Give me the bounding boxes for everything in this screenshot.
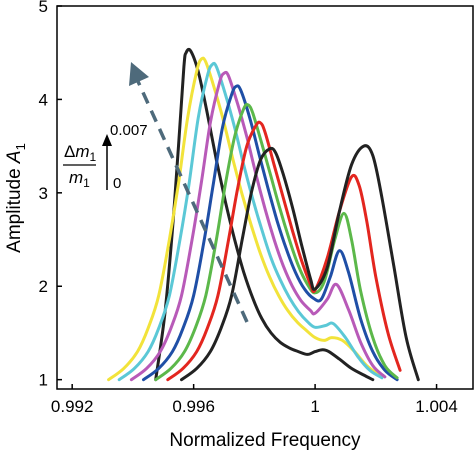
y-axis-title-sub: 1 — [13, 143, 28, 150]
x-ticks: 0.992 0.996 1 1.004 — [51, 384, 458, 416]
trend-arrow-line — [134, 76, 249, 323]
y-tick-label: 5 — [39, 0, 48, 16]
annotation-denom-sub: 1 — [83, 176, 90, 190]
y-axis-title: Amplitude A1 — [4, 143, 28, 253]
annotation-denominator: m1 — [69, 168, 90, 190]
x-tick-label: 0.996 — [172, 397, 215, 416]
annotation-delta: Δ — [64, 142, 75, 161]
plot-frame — [56, 5, 474, 390]
trend-arrow-head — [129, 62, 149, 86]
annotation-denom-m: m — [69, 168, 83, 187]
series-line-4 — [129, 70, 387, 382]
annotation-m: m — [75, 142, 89, 161]
y-tick-label: 4 — [39, 90, 48, 109]
x-axis-title: Normalized Frequency — [169, 430, 361, 451]
annotation-bottom-value: 0 — [113, 175, 121, 192]
y-tick-label: 3 — [39, 184, 48, 203]
y-tick-label: 1 — [39, 371, 48, 390]
annotation-top-value: 0.007 — [110, 122, 148, 139]
y-ticks: 1 2 3 4 5 — [39, 0, 62, 390]
annotation-arrow-head — [102, 134, 112, 146]
trend-arrow — [129, 62, 249, 323]
y-axis-title-main: Amplitude — [4, 163, 25, 253]
axes — [56, 5, 474, 390]
x-tick-label: 1 — [310, 397, 319, 416]
series-line-1 — [154, 47, 375, 382]
series-layer — [107, 47, 420, 382]
series-line-8 — [180, 144, 420, 382]
series-line-7 — [166, 120, 402, 382]
x-tick-label: 1.004 — [415, 397, 458, 416]
annotation-numerator: Δm1 — [64, 142, 97, 164]
y-axis-title-italic: A — [4, 150, 25, 164]
annotation-m-sub: 1 — [90, 150, 97, 164]
series-line-5 — [142, 84, 399, 382]
y-tick-label: 2 — [39, 277, 48, 296]
mass-ratio-annotation: Δm1 m1 0.007 0 — [63, 122, 148, 192]
series-line-3 — [117, 61, 384, 382]
x-tick-label: 0.992 — [51, 397, 94, 416]
series-line-6 — [154, 102, 399, 382]
series-line-2 — [107, 56, 381, 382]
